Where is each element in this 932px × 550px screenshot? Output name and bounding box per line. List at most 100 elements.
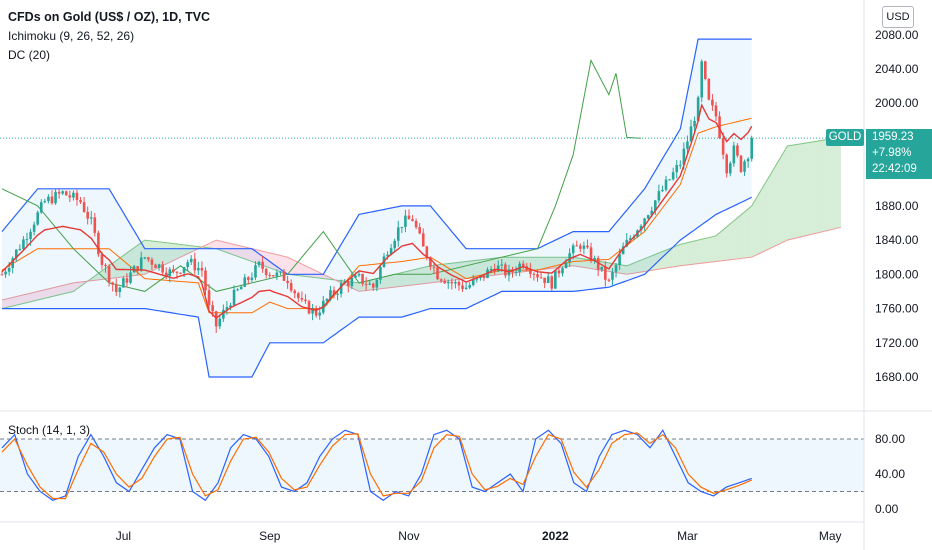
currency-button[interactable]: USD — [882, 6, 914, 28]
candle-body — [625, 239, 629, 247]
candle-body — [621, 246, 625, 255]
time-axis-label[interactable]: Sep — [259, 529, 281, 543]
candle-body — [682, 148, 686, 165]
ichimoku-cloud — [284, 256, 288, 275]
stoch-axis-label[interactable]: 0.00 — [875, 502, 899, 516]
price-axis-label[interactable]: 1840.00 — [875, 233, 919, 247]
candle-body — [575, 245, 579, 247]
candle-body — [446, 281, 450, 284]
candle-body — [346, 281, 350, 287]
ichimoku-cloud — [423, 266, 427, 284]
price-axis-label[interactable]: 2000.00 — [875, 96, 919, 110]
ichimoku-cloud — [476, 259, 481, 278]
candle-body — [611, 271, 614, 280]
candle-body — [554, 270, 557, 289]
time-axis-label[interactable]: Nov — [398, 529, 419, 543]
ichimoku-cloud — [830, 138, 834, 230]
candle-body — [350, 277, 354, 287]
candle-body — [182, 267, 186, 273]
candle-body — [550, 276, 554, 289]
candle-body — [236, 289, 239, 291]
candle-body — [104, 264, 107, 267]
price-axis-label[interactable]: 2040.00 — [875, 62, 919, 76]
candle-body — [204, 270, 207, 291]
ichimoku-cloud — [473, 260, 477, 278]
candle-body — [93, 217, 97, 233]
stoch-axis-label[interactable]: 40.00 — [875, 467, 905, 481]
price-axis-label[interactable]: 1760.00 — [875, 302, 919, 316]
ichimoku-cloud — [790, 144, 795, 240]
ichimoku-cloud — [723, 226, 727, 261]
candle-body — [436, 267, 439, 280]
main-price-pane[interactable] — [0, 38, 864, 378]
candle-body — [122, 278, 125, 288]
time-axis-label[interactable]: Jul — [116, 529, 131, 543]
candle-body — [275, 272, 279, 277]
ichimoku-cloud — [26, 293, 31, 303]
candle-body — [325, 298, 329, 301]
ichimoku-cloud — [280, 255, 285, 274]
ichimoku-cloud — [419, 267, 424, 285]
candle-body — [314, 308, 318, 316]
candle-body — [247, 277, 250, 280]
ichimoku-cloud — [705, 237, 709, 263]
candle-body — [168, 269, 172, 276]
ichimoku-cloud — [508, 257, 513, 274]
candle-body — [654, 200, 657, 211]
ichimoku-legend[interactable]: Ichimoku (9, 26, 52, 26) — [8, 29, 135, 43]
candle-body — [707, 78, 711, 100]
candle-body — [639, 225, 643, 231]
candle-body — [339, 283, 343, 294]
ichimoku-cloud — [819, 140, 824, 233]
candle-body — [36, 212, 39, 225]
ichimoku-cloud — [823, 139, 827, 232]
candle-body — [175, 271, 179, 273]
candle-body — [111, 282, 114, 285]
price-axis-label[interactable]: 1800.00 — [875, 267, 919, 281]
candle-body — [411, 219, 414, 222]
ichimoku-cloud — [544, 257, 549, 270]
candle-body — [379, 267, 382, 280]
candle-body — [714, 105, 718, 117]
ichimoku-cloud — [94, 273, 99, 281]
price-axis-label[interactable]: 1680.00 — [875, 370, 919, 384]
donchian-legend[interactable]: DC (20) — [8, 48, 51, 62]
chikou-span — [1, 58, 642, 292]
candle-body — [703, 61, 707, 79]
stochastic-pane[interactable] — [0, 429, 864, 502]
candle-body — [32, 224, 36, 232]
candle-body — [4, 271, 7, 275]
time-axis-label[interactable]: Mar — [677, 529, 698, 543]
candle-body — [218, 318, 222, 327]
ichimoku-cloud — [669, 247, 674, 268]
candle-body — [689, 126, 693, 142]
candle-body — [100, 254, 104, 265]
ichimoku-cloud — [765, 175, 770, 251]
candle-body — [464, 287, 468, 290]
candle-body — [232, 289, 236, 306]
ichimoku-cloud — [591, 260, 595, 270]
price-axis-label[interactable]: 2080.00 — [875, 28, 919, 42]
ichimoku-cloud — [62, 284, 67, 295]
candle-body — [89, 217, 93, 219]
time-axis-label[interactable]: 2022 — [542, 529, 569, 543]
ichimoku-cloud — [401, 271, 406, 287]
candle-body — [696, 97, 700, 121]
candle-body — [97, 232, 100, 255]
ichimoku-cloud — [216, 240, 220, 250]
stoch-axis-label[interactable]: 80.00 — [875, 432, 905, 446]
candle-body — [143, 257, 147, 259]
candle-body — [79, 199, 82, 203]
candle-body — [361, 273, 364, 284]
candle-body — [468, 285, 471, 288]
time-axis-label[interactable]: May — [819, 529, 842, 543]
ichimoku-cloud — [737, 214, 741, 259]
candle-body — [39, 202, 43, 213]
price-axis-label[interactable]: 1720.00 — [875, 336, 919, 350]
price-axis-label[interactable]: 1880.00 — [875, 199, 919, 213]
ichimoku-cloud — [205, 243, 210, 248]
stoch-legend[interactable]: Stoch (14, 1, 3) — [8, 423, 91, 437]
candle-body — [579, 245, 582, 249]
